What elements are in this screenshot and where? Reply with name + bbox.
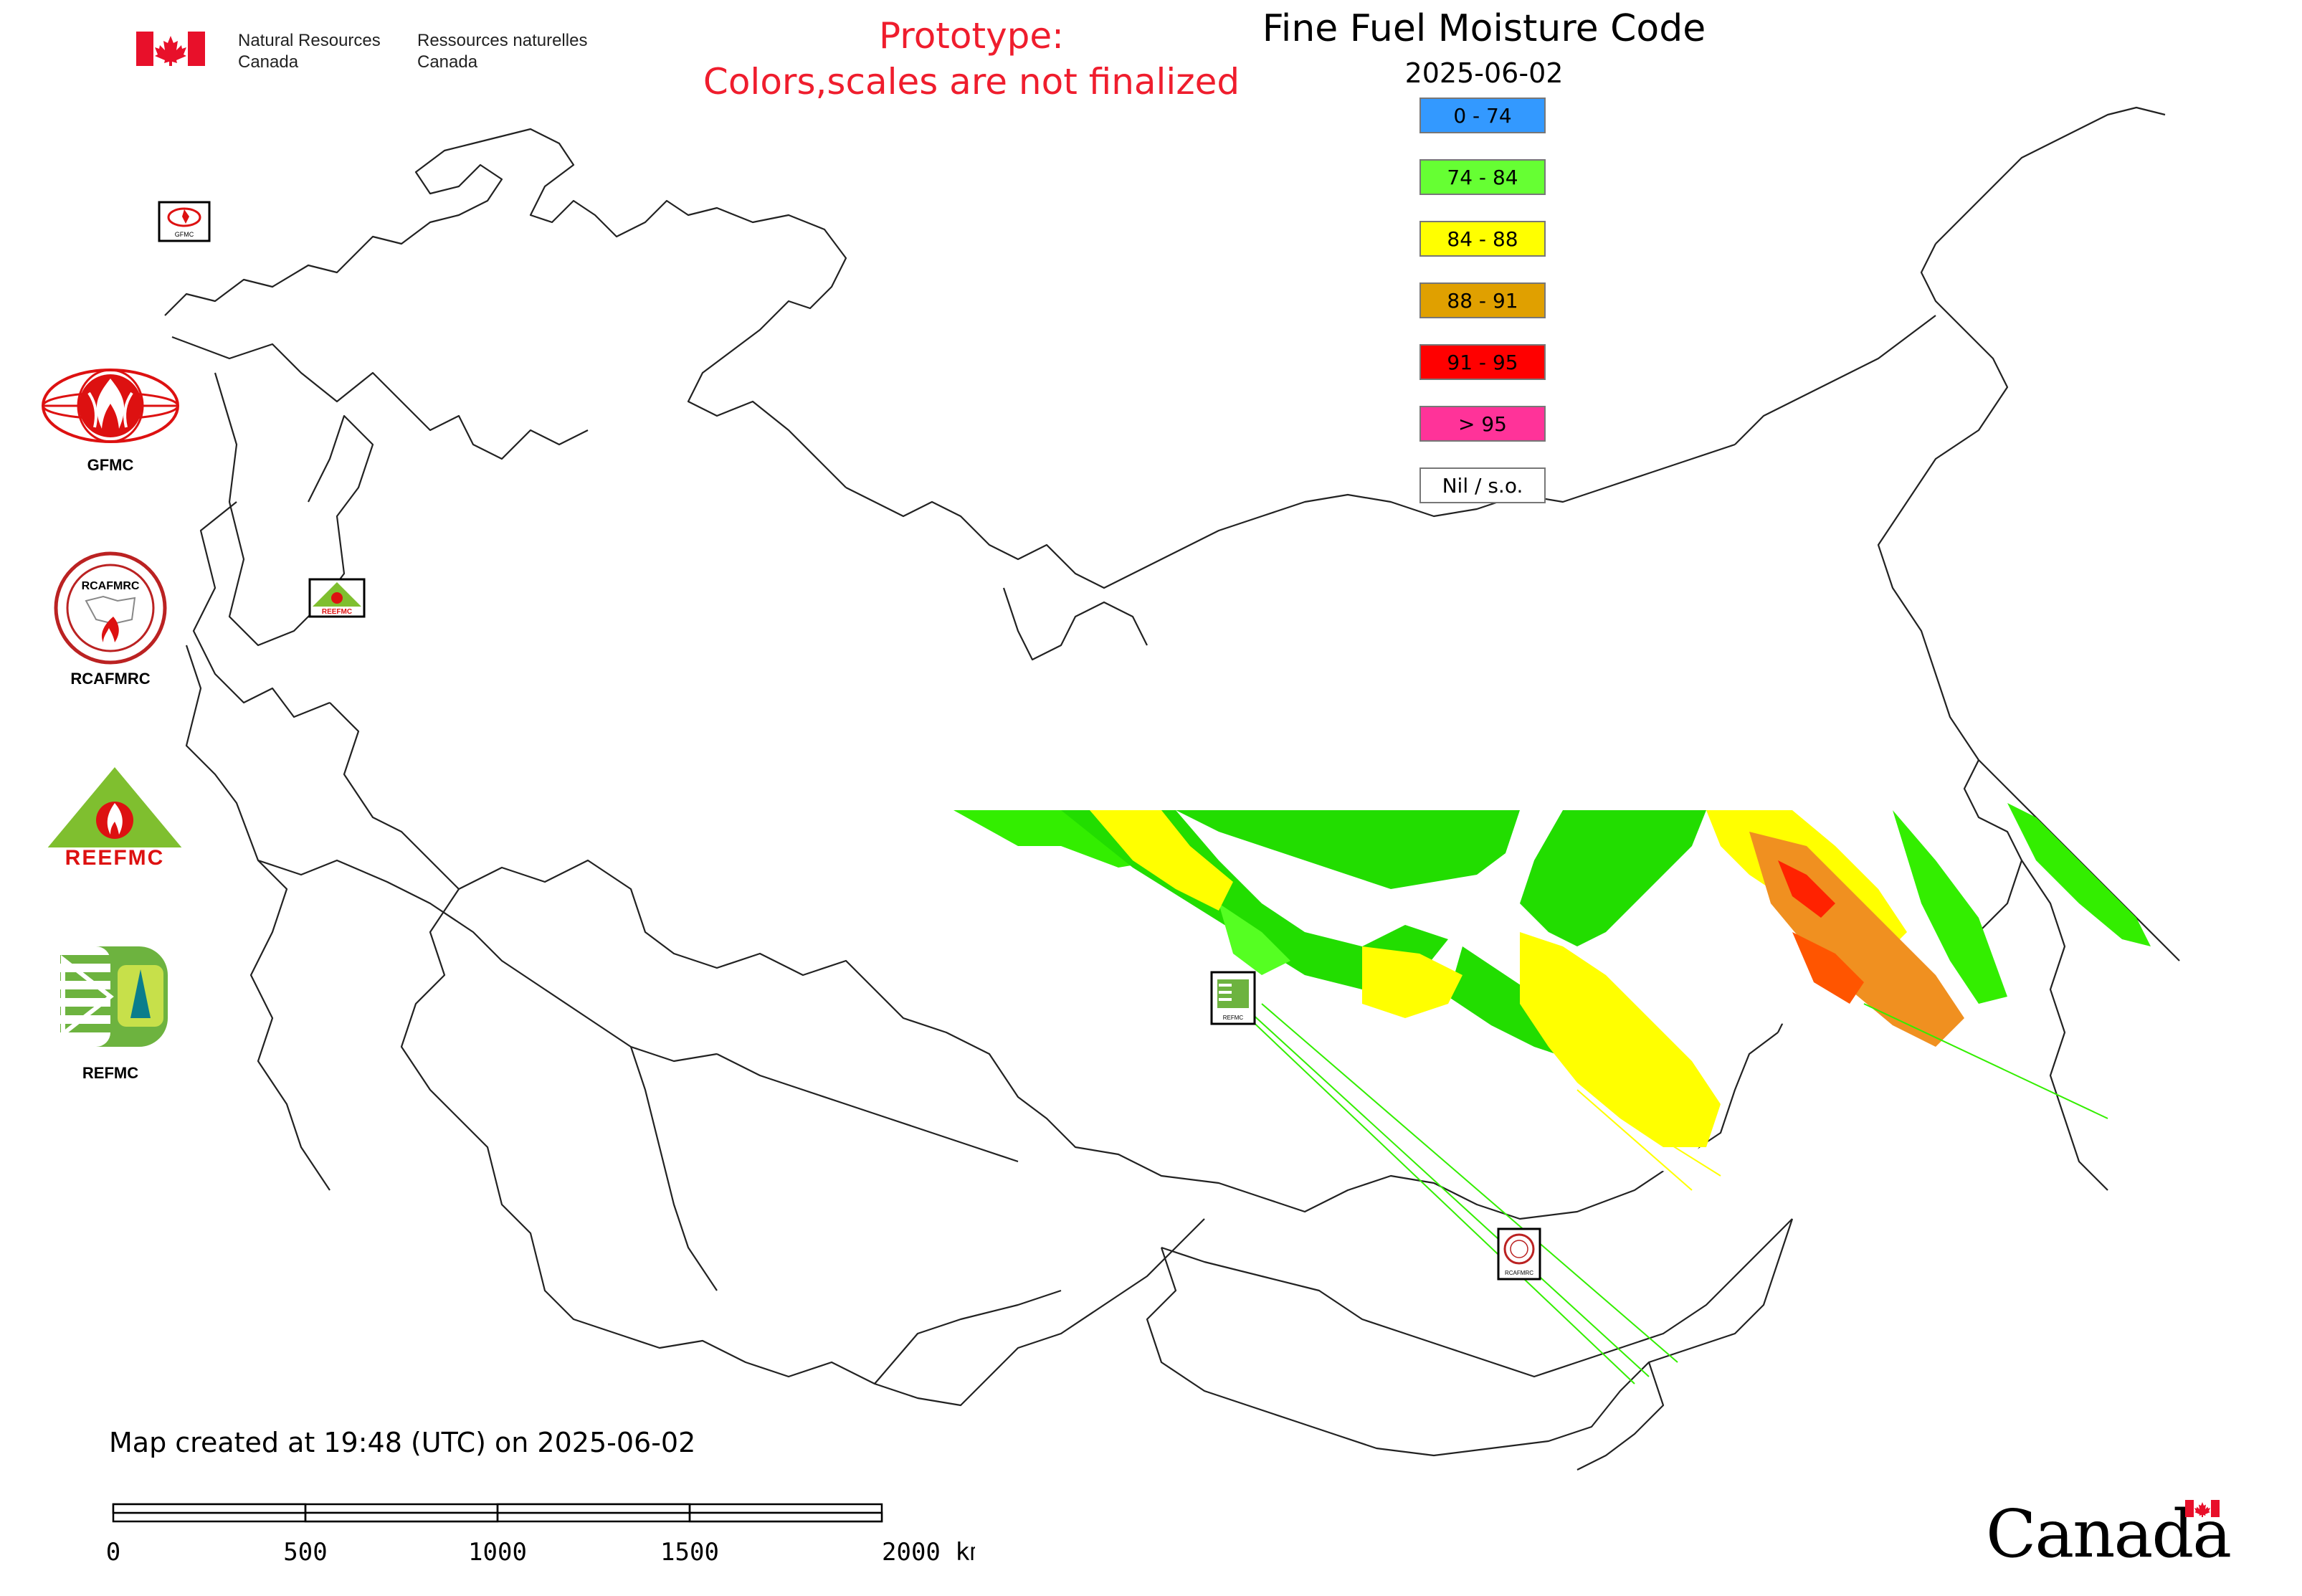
map-marker-reefmc[interactable]: REEFMC xyxy=(308,578,366,618)
legend-item-0-74: 0 - 74 xyxy=(1419,98,1546,133)
legend-label: 91 - 95 xyxy=(1447,350,1518,374)
country-outlines xyxy=(164,106,2180,1471)
svg-text:REEFMC: REEFMC xyxy=(65,846,165,870)
map-created-timestamp: Map created at 19:48 (UTC) on 2025-06-02 xyxy=(109,1427,696,1458)
scale-label-2000km: 2000 km xyxy=(882,1538,975,1567)
map-title: Fine Fuel Moisture Code xyxy=(1262,7,1706,50)
refmc-logo: REFMC xyxy=(50,944,194,1087)
gfmc-logo-icon xyxy=(42,369,179,443)
refmc-logo-icon xyxy=(60,946,168,1047)
prototype-warning: Prototype: Colors,scales are not finaliz… xyxy=(631,13,1312,105)
legend-item-74-84: 74 - 84 xyxy=(1419,159,1546,195)
legend-label: 88 - 91 xyxy=(1447,288,1518,313)
rcafmrc-logo-label: RCAFMRC xyxy=(70,670,151,688)
gov-fr-line1: Ressources naturelles xyxy=(417,31,588,50)
legend-label: 84 - 88 xyxy=(1447,227,1518,251)
legend-label: 0 - 74 xyxy=(1453,103,1512,128)
map-marker-refmc[interactable]: REFMC xyxy=(1210,971,1256,1025)
scale-label-500: 500 xyxy=(283,1538,327,1567)
government-signature: Natural Resources Canada Ressources natu… xyxy=(136,30,602,73)
reefmc-logo-icon: REEFMC xyxy=(39,767,191,870)
gfmc-logo: GFMC xyxy=(39,364,182,479)
map-marker-gfmc-label: GFMC xyxy=(175,231,194,238)
ffmc-data-layer xyxy=(953,803,2151,1384)
gov-fr-line2: Canada xyxy=(417,52,478,72)
scale-bar: 0 500 1000 1500 2000 km xyxy=(106,1503,975,1567)
map-marker-gfmc[interactable]: GFMC xyxy=(158,201,211,242)
gov-en-line1: Natural Resources xyxy=(238,31,381,50)
map-marker-rcafmrc-label: RCAFMRC xyxy=(1505,1270,1533,1276)
scale-label-1000: 1000 xyxy=(468,1538,527,1567)
gov-name-french: Ressources naturelles Canada xyxy=(417,30,587,73)
legend-item-nil: Nil / s.o. xyxy=(1419,467,1546,503)
canada-flag-icon xyxy=(136,32,205,66)
svg-text:RCAFMRC: RCAFMRC xyxy=(82,580,140,592)
scale-label-0: 0 xyxy=(106,1538,120,1567)
legend-item-over-95: > 95 xyxy=(1419,406,1546,442)
refmc-logo-label: REFMC xyxy=(82,1064,139,1082)
legend-item-88-91: 88 - 91 xyxy=(1419,282,1546,318)
rcafmrc-logo: RCAFMRC RCAFMRC xyxy=(39,551,182,694)
gfmc-logo-label: GFMC xyxy=(87,456,134,474)
rcafmrc-logo-icon: RCAFMRC xyxy=(54,551,167,665)
map-date: 2025-06-02 xyxy=(1404,57,1564,89)
legend-label: Nil / s.o. xyxy=(1442,473,1523,498)
canada-wordmark: Canada xyxy=(1986,1498,2232,1570)
legend-item-91-95: 91 - 95 xyxy=(1419,344,1546,380)
scale-label-1500: 1500 xyxy=(660,1538,719,1567)
legend-label: > 95 xyxy=(1458,412,1507,436)
map-marker-refmc-label: REFMC xyxy=(1223,1015,1244,1021)
map-marker-reefmc-label: REEFMC xyxy=(322,608,352,616)
wordmark-flag-icon xyxy=(2185,1500,2220,1517)
gov-name-english: Natural Resources Canada xyxy=(238,30,381,73)
reefmc-logo: REEFMC xyxy=(36,764,194,879)
map-markers: GFMC REEFMC REFMC RCAFMRC xyxy=(158,201,1541,1281)
prototype-line1: Prototype: xyxy=(878,15,1065,57)
map-marker-rcafmrc[interactable]: RCAFMRC xyxy=(1497,1227,1541,1281)
prototype-line2: Colors,scales are not finalized xyxy=(703,61,1240,103)
legend-item-84-88: 84 - 88 xyxy=(1419,221,1546,257)
gov-en-line2: Canada xyxy=(238,52,299,72)
legend-label: 74 - 84 xyxy=(1447,165,1518,189)
